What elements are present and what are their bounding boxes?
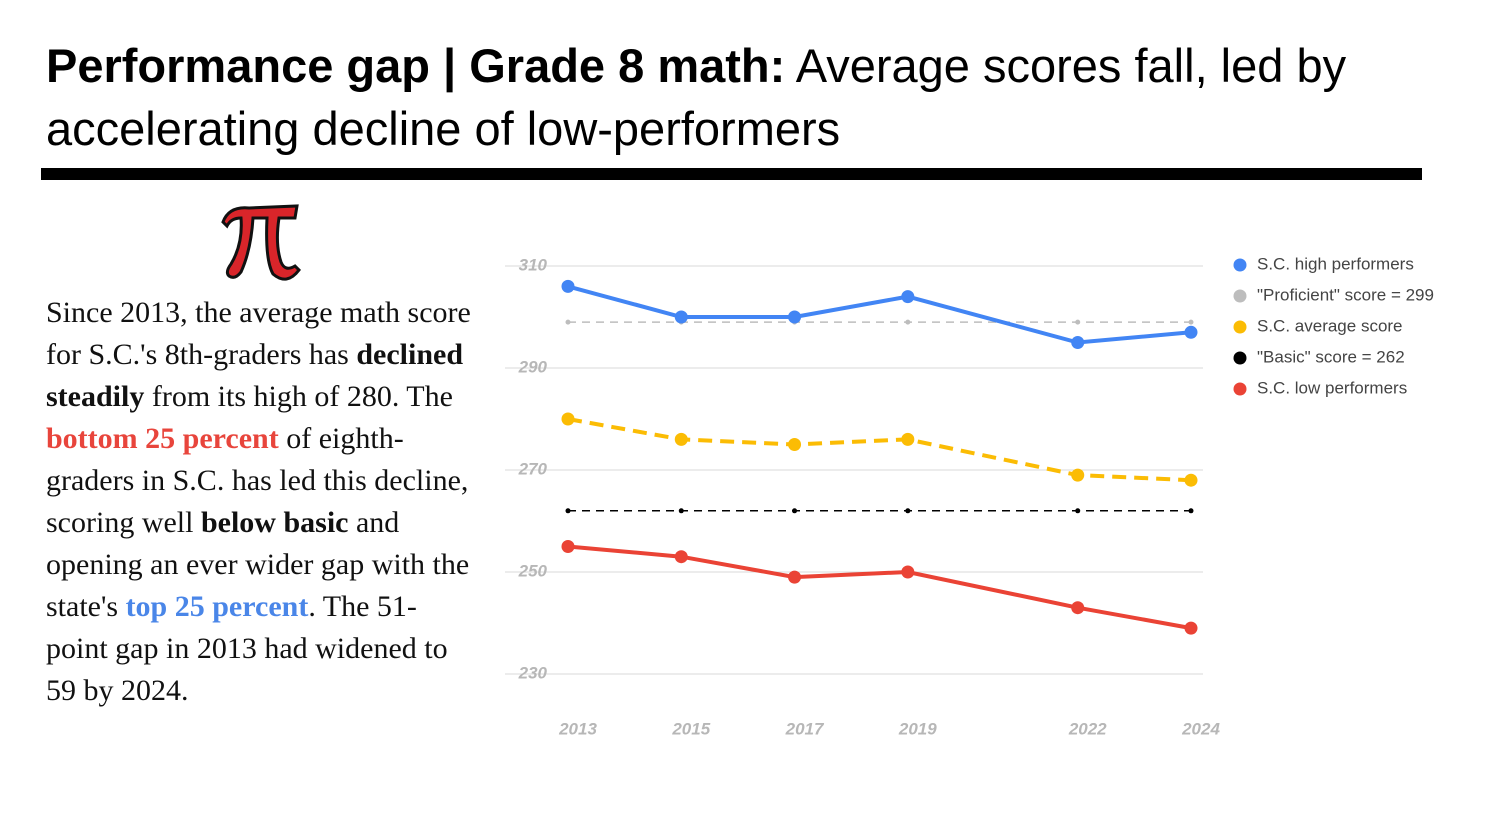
legend-marker <box>1233 382 1247 396</box>
legend-label: S.C. low performers <box>1257 378 1407 397</box>
point <box>1188 319 1194 325</box>
title-rule <box>41 168 1422 180</box>
body-segment: bottom 25 percent <box>46 422 279 455</box>
legend-label: "Proficient" score = 299 <box>1257 285 1434 304</box>
series-line <box>567 284 1192 345</box>
y-tick-label: 250 <box>518 561 548 580</box>
point <box>1075 508 1081 514</box>
point <box>678 508 684 514</box>
body-segment: declined steadily <box>46 338 464 413</box>
point <box>905 319 911 325</box>
point <box>1075 319 1081 325</box>
pi-icon <box>221 204 301 281</box>
x-tick-label: 2013 <box>558 719 597 738</box>
legend-marker <box>1233 289 1247 303</box>
legend-marker <box>1233 351 1247 365</box>
x-tick-label: 2024 <box>1181 719 1220 738</box>
title-rest: Average scores fall, led by accelerating… <box>46 39 1347 155</box>
point <box>565 319 571 325</box>
point <box>1071 468 1085 482</box>
series-line <box>567 417 1192 483</box>
x-tick-label: 2019 <box>898 719 937 738</box>
series-line <box>567 544 1192 631</box>
body-segment: below basic <box>200 506 349 539</box>
point <box>901 432 915 446</box>
x-tick-label: 2017 <box>785 719 825 738</box>
point <box>1188 508 1194 514</box>
body-segment: of eighth-graders in S.C. has led this d… <box>46 422 469 539</box>
body-segment: and opening an ever wider gap with the s… <box>46 506 470 623</box>
point <box>1184 325 1198 339</box>
legend-label: "Basic" score = 262 <box>1257 347 1405 366</box>
y-tick-label: 230 <box>518 663 548 682</box>
x-tick-label: 2022 <box>1068 719 1107 738</box>
title-bold: Performance gap | Grade 8 math: <box>46 39 786 92</box>
point <box>674 550 688 564</box>
point <box>561 412 575 426</box>
legend-label: S.C. high performers <box>1257 254 1414 273</box>
point <box>1184 473 1198 487</box>
legend-marker <box>1233 258 1247 272</box>
point <box>565 508 571 514</box>
y-tick-label: 310 <box>519 255 548 274</box>
y-tick-label: 290 <box>518 357 548 376</box>
point <box>905 508 911 514</box>
body-segment: top 25 percent <box>125 590 309 623</box>
point <box>1071 336 1085 349</box>
body-text: Since 2013, the average math score for S… <box>46 292 478 712</box>
point <box>788 570 802 584</box>
point <box>788 438 802 451</box>
title: Performance gap | Grade 8 math: Average … <box>46 34 1446 160</box>
y-tick-label: 270 <box>518 459 548 478</box>
body-segment: from its high of 280. The <box>144 380 453 413</box>
point <box>674 432 688 446</box>
point <box>788 310 802 324</box>
point <box>561 540 575 553</box>
point <box>901 565 915 579</box>
point <box>792 508 798 514</box>
x-tick-label: 2015 <box>671 719 710 738</box>
body-segment: Since 2013, the average math score for S… <box>46 296 471 371</box>
point <box>1071 601 1085 615</box>
body-segment: . The 51-point gap in 2013 had widened t… <box>46 590 448 707</box>
point <box>901 290 915 304</box>
point <box>561 279 575 293</box>
point <box>674 310 688 324</box>
point <box>1184 621 1198 635</box>
legend-marker <box>1233 320 1247 334</box>
legend-label: S.C. average score <box>1257 316 1403 335</box>
